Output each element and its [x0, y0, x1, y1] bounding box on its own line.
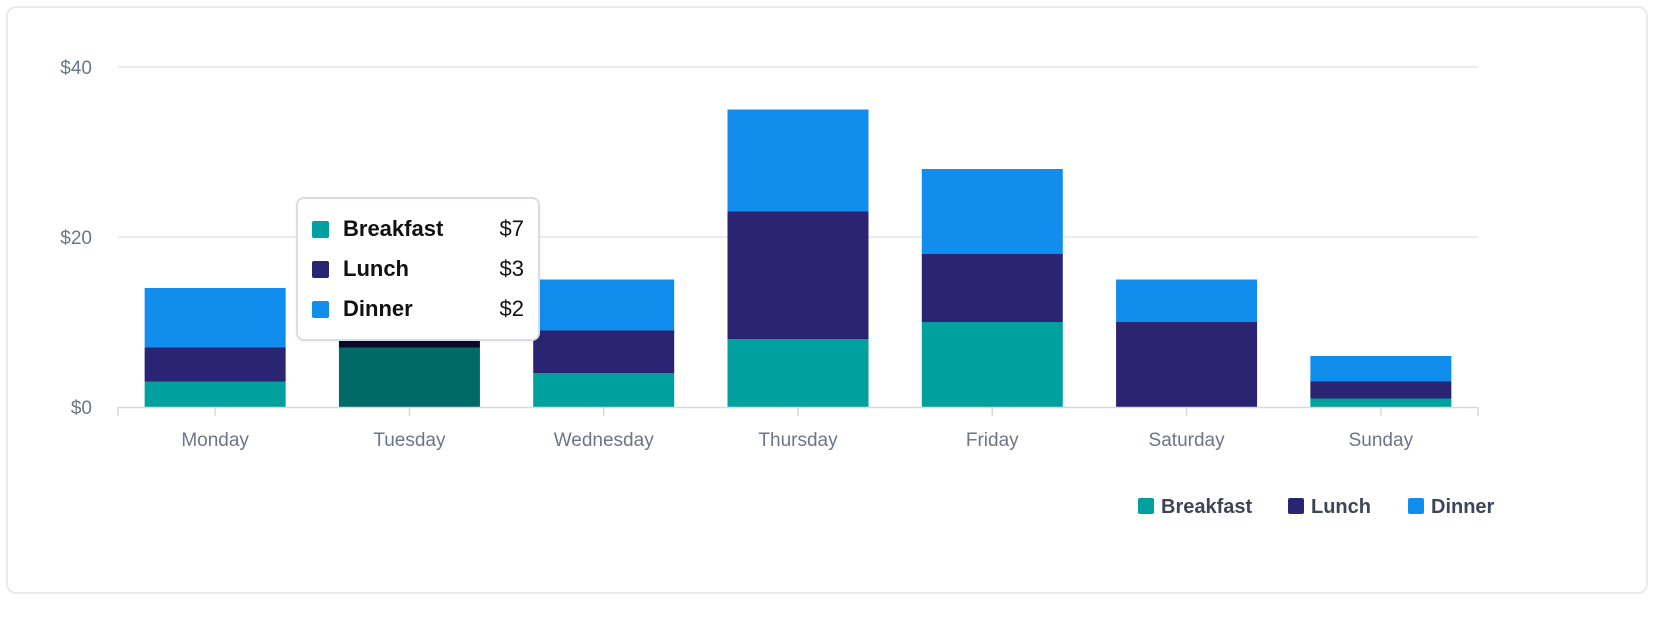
- tooltip-row-lunch: Lunch $3: [312, 254, 524, 284]
- bar-wednesday-lunch[interactable]: [533, 330, 675, 374]
- tooltip-label-lunch: Lunch: [343, 256, 409, 281]
- x-tick-label-tuesday: Tuesday: [373, 430, 446, 451]
- bar-friday-dinner[interactable]: [921, 169, 1063, 254]
- bar-wednesday-breakfast[interactable]: [533, 373, 675, 407]
- x-tick-label-wednesday: Wednesday: [554, 430, 654, 451]
- tooltip-row-breakfast: Breakfast $7: [312, 214, 524, 244]
- legend-swatch-breakfast: [1138, 498, 1154, 514]
- bar-sunday-dinner[interactable]: [1310, 356, 1452, 382]
- bar-sunday-breakfast[interactable]: [1310, 398, 1452, 408]
- bar-thursday-breakfast[interactable]: [727, 339, 869, 407]
- tooltip-label-dinner: Dinner: [343, 296, 413, 321]
- bar-friday-breakfast[interactable]: [921, 322, 1063, 407]
- y-tick-label: $20: [60, 228, 92, 249]
- tooltip-row-dinner: Dinner $2: [312, 294, 524, 324]
- x-tick-label-thursday: Thursday: [758, 430, 838, 451]
- tooltip-value-dinner: $2: [499, 296, 524, 321]
- bar-wednesday-dinner[interactable]: [533, 279, 675, 331]
- tooltip-value-breakfast: $7: [499, 216, 524, 241]
- bar-sunday-lunch[interactable]: [1310, 381, 1452, 399]
- legend-swatch-lunch: [1288, 498, 1304, 514]
- bar-monday-breakfast[interactable]: [144, 381, 286, 408]
- bar-friday-lunch[interactable]: [921, 254, 1063, 322]
- x-tick-label-monday: Monday: [181, 430, 249, 451]
- x-tick-label-saturday: Saturday: [1149, 430, 1226, 451]
- bar-thursday-lunch[interactable]: [727, 211, 869, 340]
- y-axis: $0 $20 $40: [60, 58, 92, 419]
- legend-swatch-dinner: [1408, 498, 1424, 514]
- x-tick-label-friday: Friday: [966, 430, 1019, 451]
- tooltip-swatch-lunch: [312, 260, 329, 278]
- bar-saturday-lunch[interactable]: [1116, 322, 1258, 407]
- bar-tuesday-breakfast[interactable]: [338, 347, 480, 408]
- y-tick-label: $0: [71, 398, 92, 419]
- tooltip-swatch-dinner: [312, 300, 329, 318]
- legend-item-dinner[interactable]: Dinner: [1408, 496, 1495, 518]
- bar-monday-dinner[interactable]: [144, 288, 286, 348]
- legend-label-breakfast: Breakfast: [1161, 496, 1253, 518]
- legend-label-dinner: Dinner: [1431, 496, 1495, 518]
- tooltip-swatch-breakfast: [312, 220, 329, 238]
- bar-monday-lunch[interactable]: [144, 347, 286, 382]
- bar-saturday-dinner[interactable]: [1116, 279, 1258, 323]
- bar-thursday-dinner[interactable]: [727, 109, 869, 212]
- x-axis: Monday Tuesday Wednesday Thursday Friday Satu…: [117, 406, 1479, 451]
- legend[interactable]: Breakfast Lunch Dinner: [1138, 496, 1495, 518]
- tooltip: Breakfast $7 Lunch $3 Dinner $2: [296, 197, 540, 341]
- y-tick-label: $40: [60, 58, 92, 79]
- legend-label-lunch: Lunch: [1311, 496, 1371, 518]
- legend-item-lunch[interactable]: Lunch: [1288, 496, 1371, 518]
- legend-item-breakfast[interactable]: Breakfast: [1138, 496, 1253, 518]
- x-tick-label-sunday: Sunday: [1349, 430, 1414, 451]
- tooltip-value-lunch: $3: [499, 256, 524, 281]
- tooltip-label-breakfast: Breakfast: [343, 216, 444, 241]
